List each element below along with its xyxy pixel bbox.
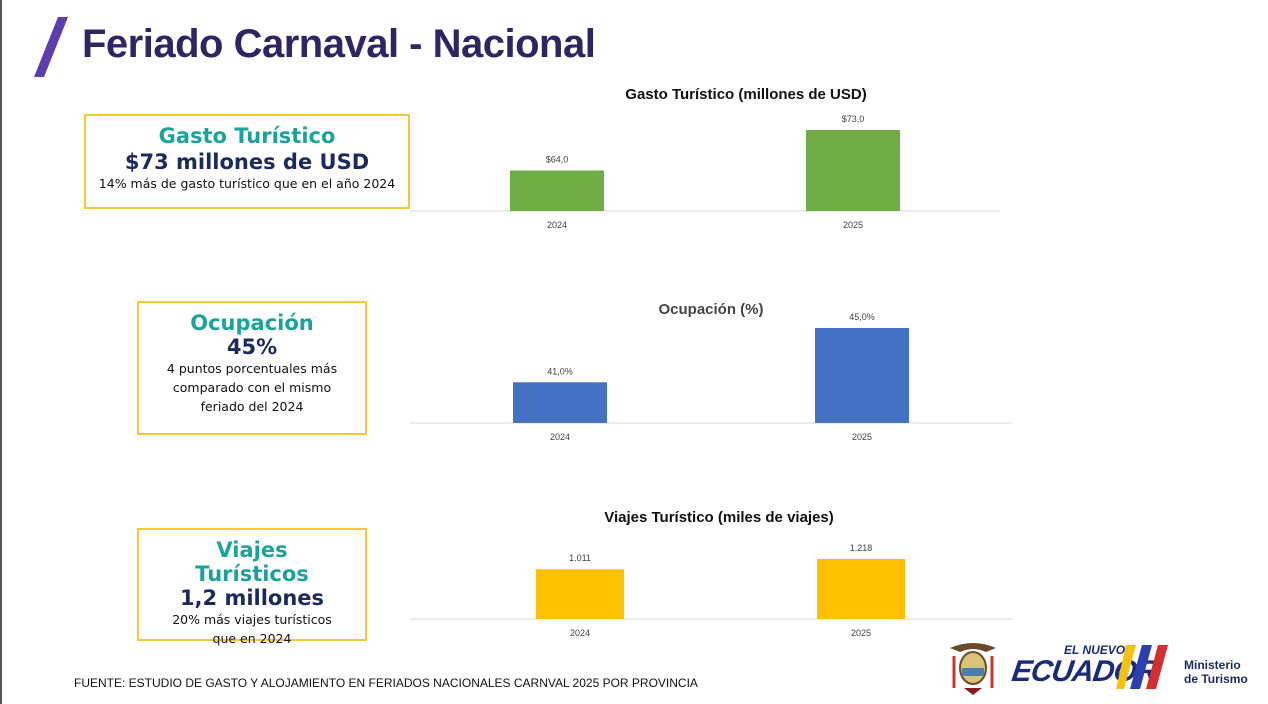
- data-label: 1.218: [850, 543, 873, 553]
- el-nuevo-ecuador-logo: EL NUEVO ECUADOR: [1010, 643, 1172, 691]
- ministry-label: Ministerio de Turismo: [1184, 658, 1248, 686]
- data-label: 41,0%: [547, 366, 573, 376]
- card-desc: 14% más de gasto turístico que en el año…: [98, 176, 396, 191]
- bar-2024: [536, 569, 624, 619]
- x-tick-label: 2025: [852, 432, 872, 442]
- card-desc: 20% más viajes turísticos que en 2024: [172, 612, 332, 646]
- x-tick-label: 2025: [843, 220, 863, 230]
- card-value: $73 millones de USD: [124, 150, 370, 174]
- data-label: $64,0: [546, 155, 569, 165]
- source-note: FUENTE: ESTUDIO DE GASTO Y ALOJAMIENTO E…: [74, 676, 698, 690]
- data-label: 45,0%: [849, 312, 875, 322]
- title-slash-icon: [34, 17, 68, 77]
- flag-stripes-icon: [1116, 645, 1168, 689]
- x-tick-label: 2025: [851, 628, 871, 638]
- data-label: $73,0: [842, 114, 865, 124]
- ministry-line1: Ministerio: [1184, 658, 1241, 672]
- card-heading: Viajes Turísticos: [195, 538, 309, 586]
- card-gasto: Gasto Turístico $73 millones de USD 14% …: [84, 114, 410, 209]
- card-heading: Ocupación: [190, 311, 314, 335]
- card-value: 45%: [226, 335, 278, 359]
- bar-2024: [513, 382, 607, 423]
- data-label: 1.011: [569, 553, 591, 563]
- x-tick-label: 2024: [550, 432, 570, 442]
- bar-2024: [510, 170, 604, 211]
- card-heading: Gasto Turístico: [158, 124, 336, 148]
- x-tick-label: 2024: [547, 220, 567, 230]
- chart-title-gasto: Gasto Turístico (millones de USD): [625, 86, 867, 103]
- coat-of-arms-logo: [950, 643, 996, 695]
- bar-2025: [815, 328, 909, 423]
- bar-2025: [806, 130, 900, 211]
- card-desc: 4 puntos porcentuales más comparado con …: [166, 361, 338, 414]
- card-ocupacion: Ocupación 45% 4 puntos porcentuales más …: [137, 301, 367, 435]
- card-value: 1,2 millones: [179, 586, 325, 610]
- x-tick-label: 2024: [570, 628, 590, 638]
- logo-tagline: EL NUEVO: [1064, 643, 1126, 657]
- card-viajes: Viajes Turísticos 1,2 millones 20% más v…: [137, 528, 367, 646]
- slide-edge: [0, 0, 2, 704]
- page-title: Feriado Carnaval - Nacional: [82, 22, 596, 66]
- bar-2025: [817, 559, 905, 619]
- ministry-line2: de Turismo: [1184, 672, 1248, 686]
- chart-title-viajes: Viajes Turístico (miles de viajes): [604, 509, 834, 526]
- chart-title-ocupacion: Ocupación (%): [658, 301, 764, 318]
